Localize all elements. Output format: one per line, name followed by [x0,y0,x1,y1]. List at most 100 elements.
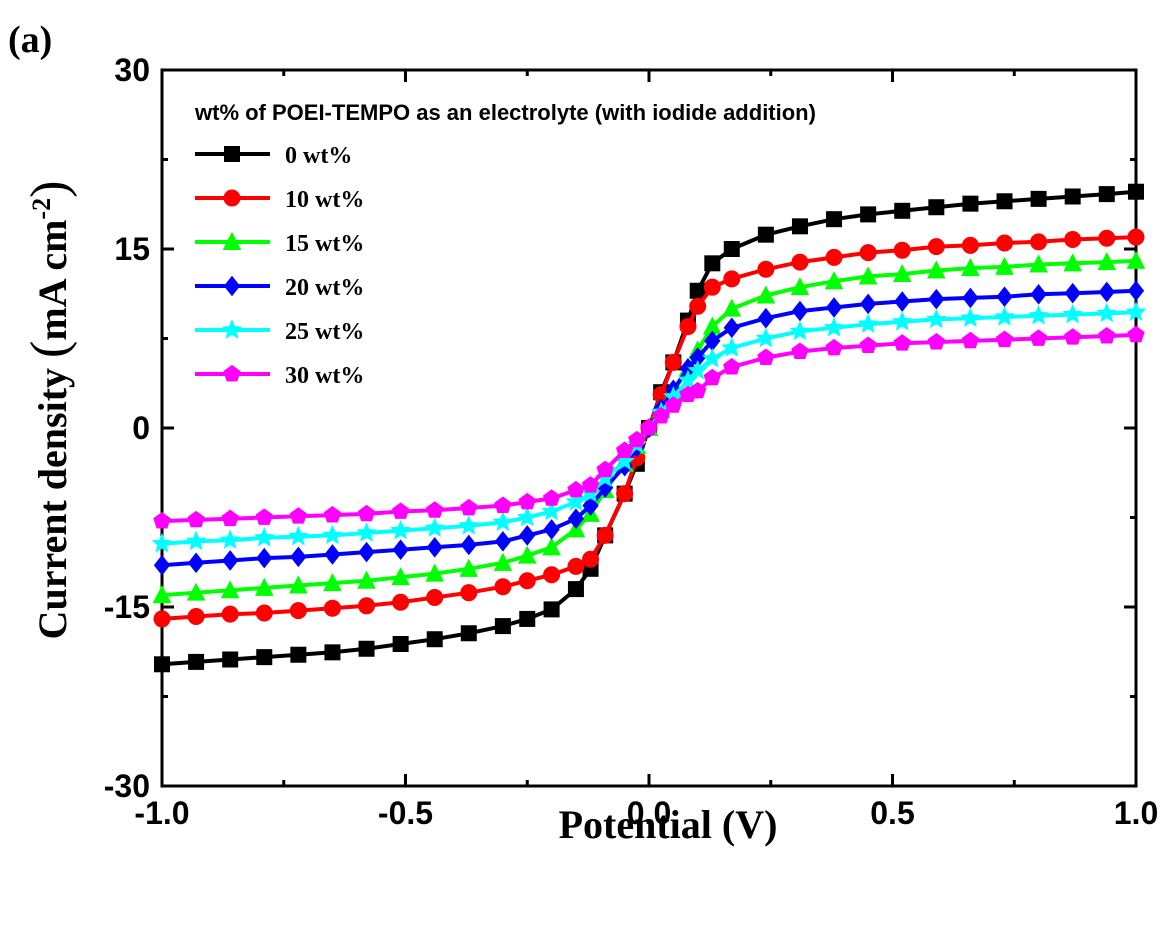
data-point [542,537,561,556]
panel-label: (a) [8,19,52,61]
data-point [256,649,273,666]
y-axis-title-paren-open: ( [21,341,78,358]
data-point [859,244,877,262]
data-point [358,597,376,615]
data-point [1030,284,1047,305]
data-point [221,509,239,527]
data-point [324,644,341,661]
data-point [390,519,411,540]
data-point [960,307,981,327]
data-point [894,291,911,312]
legend-marker [221,319,243,339]
x-tick-labels: -1.0 -0.5 0.0 0.5 1.0 [134,795,1158,831]
legend-marker [223,364,241,382]
data-point [565,491,587,511]
y-tick-label: -30 [104,768,150,804]
data-point [154,656,170,673]
data-point [426,501,444,518]
data-point [493,552,513,571]
data-point [357,504,376,522]
data-point [928,288,945,310]
legend-item: 15 wt% [195,231,364,257]
data-point [789,320,811,341]
data-point [723,317,740,339]
data-point [187,608,205,626]
data-point [926,308,947,329]
data-point [425,563,445,582]
data-point [153,610,171,628]
data-point [580,482,601,503]
data-point [824,271,844,290]
data-point [582,550,600,568]
data-point [703,368,721,386]
data-point [689,297,707,315]
data-point [757,260,775,278]
data-point [567,480,585,498]
data-point [704,255,721,272]
data-point [1029,254,1048,273]
data-point [492,511,514,532]
data-point [791,300,809,322]
data-point [426,588,444,606]
data-point [324,544,341,565]
data-point [893,241,911,259]
data-point [723,358,741,375]
data-point [357,570,376,589]
data-point [323,505,342,523]
data-point [826,211,843,228]
data-point [424,517,445,537]
y-tick-labels: -30 -15 0 15 30 [104,52,150,804]
data-point [996,234,1014,252]
data-point [460,625,477,642]
legend-label: 15 wt% [285,231,364,257]
data-point [1127,228,1145,246]
data-point [1064,328,1082,345]
data-point [791,253,809,271]
data-point [255,604,273,622]
data-point [426,631,443,648]
data-point [757,226,774,243]
data-point [1097,252,1117,271]
y-tick-label: -15 [104,589,150,625]
data-point [652,406,670,424]
data-point [1128,183,1144,200]
data-point [392,539,409,561]
data-point [153,511,171,529]
data-point [1126,250,1146,269]
legend-marker [224,146,240,162]
legend: 0 wt% 10 wt% 15 wt% 20 wt% 25 wt% 30 wt% [195,143,364,389]
legend-marker [222,231,242,250]
data-point [962,287,979,309]
data-point [256,547,273,569]
legend-marker [223,275,241,297]
y-axis-title-main: Current density [30,358,75,639]
x-tick-label: 0.0 [627,795,671,831]
data-point [1096,302,1118,323]
series-5 [153,325,1145,529]
data-point [543,601,560,618]
data-point [723,241,740,257]
data-point [323,599,341,617]
data-point [460,534,477,556]
data-point [1064,282,1081,304]
data-point [791,218,808,235]
data-point [494,578,512,596]
data-point [582,495,599,516]
x-tick-label: -1.0 [134,795,189,831]
data-point [996,193,1013,210]
data-point [689,282,706,299]
legend-item: 30 wt% [195,363,364,389]
y-axis-title: Current density (mA cm-2) [21,181,78,640]
legend-item: 25 wt% [195,319,364,345]
data-point [825,338,843,356]
y-axis-title-paren-close: ) [21,181,78,198]
data-point [823,316,845,337]
data-point [1028,305,1049,325]
data-point [664,353,682,371]
x-tick-label: 1.0 [1114,795,1158,831]
data-point [1064,188,1081,205]
data-point [221,605,239,623]
y-tick-label: 15 [114,231,150,267]
data-point [616,485,634,503]
